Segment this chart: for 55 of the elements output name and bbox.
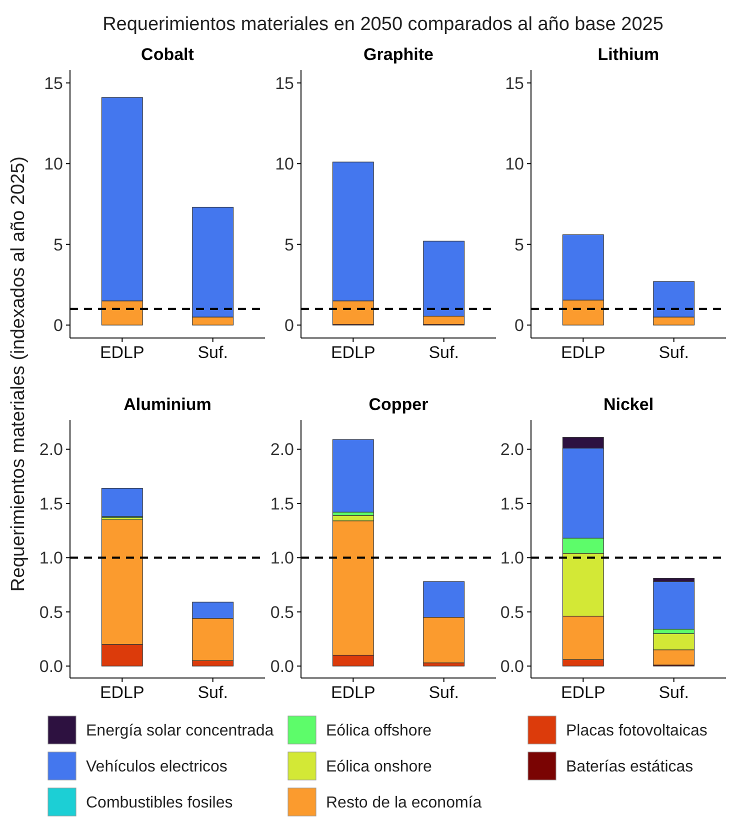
x-tick-label: Suf. xyxy=(658,343,689,362)
y-tick-label: 5 xyxy=(514,235,524,254)
chart-title: Cobalt xyxy=(141,45,194,64)
y-tick-label: 0 xyxy=(54,316,63,336)
x-tick-label: EDLP xyxy=(560,343,606,362)
x-tick-label: Suf. xyxy=(658,683,689,702)
x-tick-label: Suf. xyxy=(428,343,459,362)
legend-label: Baterías estáticas xyxy=(566,758,694,776)
y-tick-label: 1.5 xyxy=(270,494,294,514)
y-tick-label: 5 xyxy=(54,235,63,254)
y-tick-label: 15 xyxy=(44,74,63,93)
y-tick-label: 2.0 xyxy=(500,440,524,460)
legend-label: Eólica onshore xyxy=(326,758,432,776)
chart-title: Nickel xyxy=(603,395,654,414)
y-tick-label: 2.0 xyxy=(270,440,294,460)
y-tick-label: 0.5 xyxy=(270,602,294,622)
x-tick-label: EDLP xyxy=(330,343,376,362)
y-tick-label: 15 xyxy=(505,74,524,93)
x-tick-label: EDLP xyxy=(100,683,144,702)
x-tick-label: EDLP xyxy=(560,683,606,702)
y-tick-label: 1.5 xyxy=(39,494,63,514)
y-tick-label: 1.0 xyxy=(270,548,294,568)
legend-label: Vehículos electricos xyxy=(86,758,228,776)
chart-title: Copper xyxy=(368,395,429,414)
x-tick-label: EDLP xyxy=(330,683,376,702)
y-tick-label: 0.0 xyxy=(270,657,294,676)
x-tick-label: Suf. xyxy=(428,683,459,702)
y-tick-label: 2.0 xyxy=(39,440,63,460)
legend-label: Energía solar concentrada xyxy=(86,722,274,740)
legend-label: Eólica offshore xyxy=(326,722,432,740)
y-tick-label: 0.5 xyxy=(39,602,63,622)
x-tick-label: EDLP xyxy=(100,343,144,362)
y-tick-label: 10 xyxy=(505,154,524,174)
y-tick-label: 1.0 xyxy=(39,548,63,568)
y-tick-label: 1.0 xyxy=(500,548,524,568)
y-tick-label: 5 xyxy=(284,235,294,254)
y-tick-label: 10 xyxy=(44,154,63,174)
legend-label: Placas fotovoltaicas xyxy=(566,722,708,740)
x-tick-label: Suf. xyxy=(198,683,228,702)
y-tick-label: 0 xyxy=(514,316,524,336)
text: Requerimientos materiales en 2050 comparados al año base 2025 xyxy=(102,14,664,35)
y-tick-label: 15 xyxy=(275,74,294,93)
y-tick-label: 0 xyxy=(284,316,294,336)
y-tick-label: 10 xyxy=(275,154,294,174)
chart-title: Graphite xyxy=(364,45,434,64)
y-axis-title: Requerimientos materiales (indexados al año 2025) xyxy=(8,156,29,592)
y-tick-label: 0.5 xyxy=(500,602,524,622)
chart-title: Aluminium xyxy=(124,395,212,414)
x-tick-label: Suf. xyxy=(198,343,228,362)
y-tick-label: 0.0 xyxy=(500,657,524,676)
legend-label: Resto de la economía xyxy=(326,794,482,812)
y-tick-label: 1.5 xyxy=(500,494,524,514)
y-tick-label: 0.0 xyxy=(39,657,63,676)
legend-label: Combustibles fosiles xyxy=(86,794,233,812)
chart-title: Lithium xyxy=(598,45,660,64)
